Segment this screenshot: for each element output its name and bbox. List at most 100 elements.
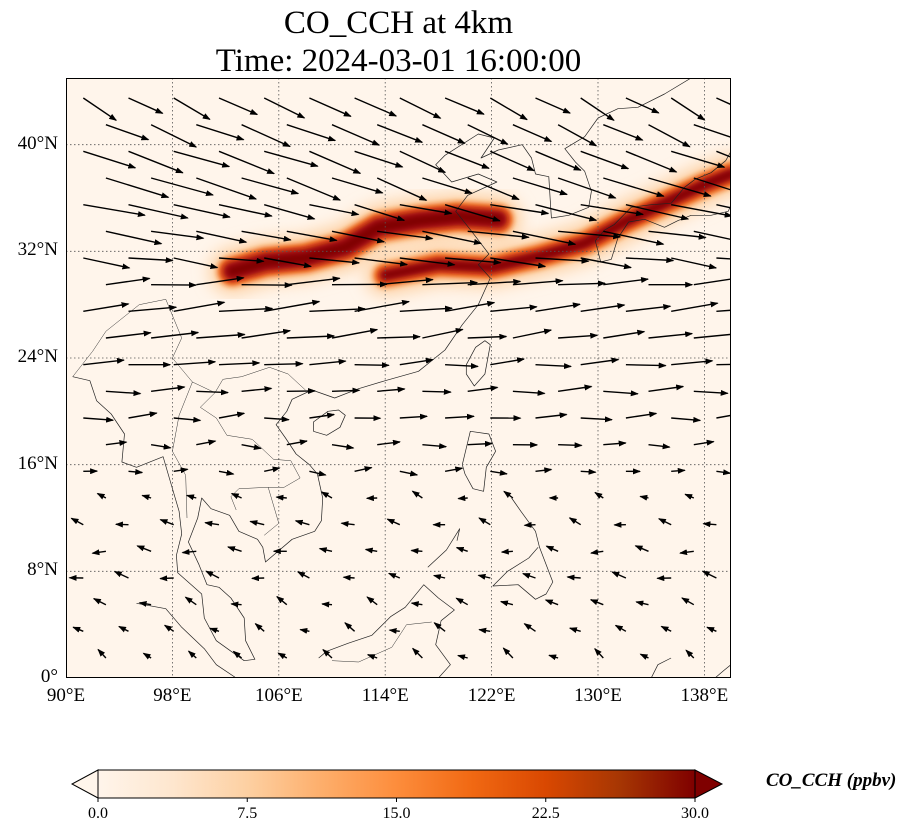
wind-vector [625, 362, 667, 369]
wind-vector [478, 627, 491, 634]
wind-vector [716, 309, 731, 312]
wind-vector [344, 622, 356, 632]
wind-vector [196, 177, 258, 200]
wind-vector [196, 275, 245, 286]
wind-vector [457, 654, 468, 661]
colorbar-body [97, 769, 696, 799]
wind-vector [467, 385, 499, 392]
wind-vector [422, 388, 452, 395]
wind-vector [557, 124, 598, 147]
y-tick-label: 8°N [27, 559, 58, 581]
wind-vector [184, 596, 197, 606]
wind-vector [150, 177, 214, 197]
wind-vector [150, 124, 198, 148]
wind-vector [377, 277, 434, 286]
wind-vector [83, 150, 137, 169]
wind-vector [105, 440, 128, 446]
wind-vector [603, 276, 649, 286]
wind-vector [706, 626, 717, 633]
wind-vector [141, 494, 152, 501]
wind-vector [299, 627, 310, 634]
coastline [136, 602, 237, 678]
wind-vector [230, 492, 242, 500]
wind-vector [321, 601, 333, 608]
wind-vector [196, 124, 245, 141]
wind-vector [432, 574, 446, 580]
wind-vector [523, 623, 536, 632]
wind-vector [241, 328, 292, 339]
wind-vector [590, 549, 604, 556]
wind-vector [150, 443, 172, 450]
wind-vector [411, 490, 423, 499]
wind-vector [512, 177, 568, 196]
wind-vector [422, 124, 466, 144]
wind-vector [309, 470, 327, 477]
wind-vector [444, 300, 496, 312]
wind-vector [422, 279, 479, 286]
colorbar-extend-max [694, 769, 724, 799]
wind-vector [648, 124, 691, 148]
x-tick-label: 138°E [680, 685, 729, 706]
wind-vector [399, 305, 453, 312]
x-tick-label: 130°E [574, 685, 622, 706]
wind-vector [286, 276, 341, 286]
wind-vector [639, 653, 649, 660]
wind-vector [685, 649, 695, 659]
colorbar-tick-label: 0.0 [88, 805, 108, 822]
wind-vector [635, 600, 649, 607]
wind-vector [455, 597, 469, 606]
wind-vector [138, 600, 152, 607]
wind-vector [196, 332, 246, 339]
wind-vector [331, 230, 386, 244]
wind-vector [97, 648, 107, 659]
wind-vector [625, 304, 672, 312]
chart-title-line1: CO_CCH at 4km [283, 5, 514, 41]
wind-vector [83, 302, 130, 312]
wind-vector [399, 357, 434, 366]
wind-vector [113, 570, 129, 579]
coastline [465, 340, 491, 387]
wind-vector [702, 521, 717, 528]
wind-vector [660, 625, 672, 633]
wind-vector [331, 387, 361, 394]
wind-vector [286, 333, 336, 340]
wind-vector [489, 97, 528, 121]
wind-vector [218, 305, 274, 312]
wind-vector [376, 124, 424, 143]
wind-vector [594, 647, 604, 659]
wind-vector [376, 177, 428, 201]
wind-vector [230, 601, 242, 608]
y-tick-label: 40°N [17, 132, 58, 154]
x-tick-label: 114°E [361, 685, 409, 706]
wind-vector [502, 647, 514, 659]
wind-vector [159, 575, 174, 582]
wind-vector [648, 331, 694, 339]
wind-vector [354, 362, 390, 369]
x-tick-label: 98°E [153, 685, 192, 706]
country-border [72, 299, 166, 377]
coastline [492, 497, 554, 600]
wind-vector [286, 124, 337, 142]
wind-vector [136, 545, 152, 552]
wind-vector [566, 574, 581, 581]
wind-vector [490, 469, 508, 476]
wind-vector [264, 257, 312, 269]
wind-vector [263, 97, 306, 119]
coastline [318, 584, 455, 678]
wind-vector [512, 328, 553, 339]
wind-vector [218, 411, 246, 419]
wind-vector [490, 150, 536, 172]
wind-vector [625, 257, 675, 264]
wind-vector [241, 124, 291, 148]
wind-vector [173, 300, 226, 312]
wind-vector [671, 257, 718, 270]
wind-vector [377, 386, 406, 393]
wind-vector [354, 204, 406, 222]
wind-vector [535, 204, 598, 222]
wind-vector [490, 357, 525, 366]
map-plot-area [66, 78, 731, 678]
wind-vector [716, 257, 731, 260]
wind-vector [445, 257, 502, 266]
map-border [66, 78, 731, 678]
wind-vector [72, 626, 84, 633]
